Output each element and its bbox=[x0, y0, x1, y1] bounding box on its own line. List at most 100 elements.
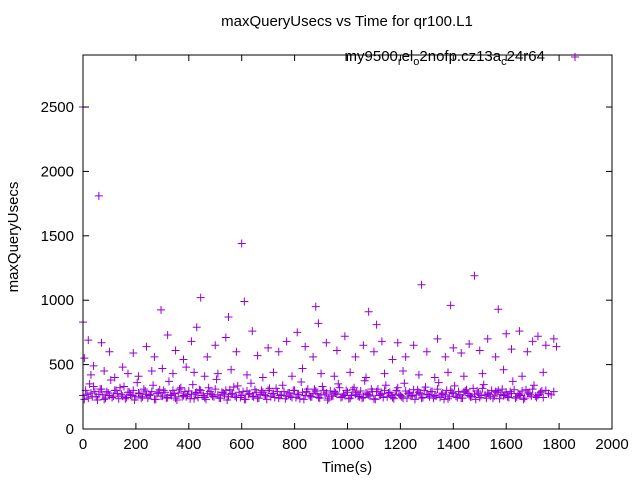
data-point bbox=[157, 392, 166, 401]
data-point bbox=[360, 376, 369, 385]
data-point bbox=[86, 388, 95, 397]
data-point bbox=[307, 392, 316, 401]
data-point bbox=[298, 364, 307, 373]
data-point bbox=[310, 385, 319, 394]
legend-marker bbox=[571, 53, 579, 61]
data-point bbox=[187, 390, 196, 399]
data-point bbox=[221, 333, 230, 342]
x-tick-label: 600 bbox=[229, 436, 254, 453]
data-point bbox=[433, 334, 442, 343]
legend-label-part: my9500 bbox=[345, 48, 398, 65]
data-point bbox=[134, 372, 143, 381]
data-point bbox=[470, 271, 479, 280]
data-point bbox=[322, 388, 331, 397]
data-point bbox=[541, 341, 550, 350]
data-point bbox=[447, 388, 456, 397]
data-point bbox=[469, 384, 478, 393]
data-point bbox=[233, 381, 242, 390]
data-point bbox=[138, 392, 147, 401]
data-point bbox=[119, 382, 128, 391]
data-point bbox=[196, 386, 205, 395]
data-point bbox=[182, 363, 191, 372]
data-point bbox=[314, 319, 323, 328]
data-point bbox=[133, 378, 142, 387]
data-point bbox=[321, 390, 330, 399]
x-tick-label: 1600 bbox=[490, 436, 523, 453]
data-point bbox=[425, 392, 434, 401]
data-point bbox=[252, 388, 261, 397]
data-point bbox=[86, 370, 95, 379]
data-point bbox=[239, 387, 248, 396]
data-point bbox=[346, 368, 355, 377]
data-point bbox=[389, 394, 398, 403]
data-point bbox=[466, 392, 475, 401]
data-point bbox=[293, 328, 302, 337]
data-point bbox=[241, 395, 250, 404]
data-point bbox=[529, 381, 538, 390]
data-point bbox=[163, 330, 172, 339]
x-tick-label: 1000 bbox=[331, 436, 364, 453]
data-point bbox=[254, 394, 263, 403]
data-point bbox=[223, 396, 232, 405]
data-point bbox=[192, 323, 201, 332]
data-point bbox=[257, 386, 266, 395]
data-point bbox=[549, 334, 558, 343]
chart-title: maxQueryUsecs vs Time for qr100.L1 bbox=[221, 13, 473, 30]
data-point bbox=[549, 387, 558, 396]
data-point bbox=[84, 336, 93, 345]
data-point bbox=[418, 393, 427, 402]
data-point bbox=[159, 386, 168, 395]
data-point bbox=[201, 395, 210, 404]
data-point bbox=[295, 394, 304, 403]
data-point bbox=[162, 394, 171, 403]
x-tick-label: 800 bbox=[282, 436, 307, 453]
data-point bbox=[385, 388, 394, 397]
data-point bbox=[478, 369, 487, 378]
data-point bbox=[368, 387, 377, 396]
x-tick-label: 1800 bbox=[542, 436, 575, 453]
data-point bbox=[359, 393, 368, 402]
data-point bbox=[379, 393, 388, 402]
data-point bbox=[200, 372, 209, 381]
data-point bbox=[130, 396, 139, 405]
data-point bbox=[123, 369, 132, 378]
data-point bbox=[318, 382, 327, 391]
data-point bbox=[100, 395, 109, 404]
y-tick-label: 500 bbox=[49, 357, 74, 374]
data-point bbox=[401, 352, 410, 361]
data-point bbox=[414, 370, 423, 379]
data-point bbox=[194, 393, 203, 402]
data-point bbox=[393, 338, 402, 347]
data-point bbox=[511, 394, 520, 403]
data-point bbox=[335, 383, 344, 392]
data-point bbox=[352, 388, 361, 397]
x-axis-label: Time(s) bbox=[322, 459, 372, 476]
data-point bbox=[528, 337, 537, 346]
data-point bbox=[433, 385, 442, 394]
data-point bbox=[84, 394, 93, 403]
x-tick-label: 0 bbox=[79, 436, 87, 453]
data-point bbox=[89, 361, 98, 370]
data-point bbox=[164, 377, 173, 386]
data-point bbox=[445, 392, 454, 401]
data-point bbox=[240, 297, 249, 306]
data-point bbox=[236, 393, 245, 402]
data-point bbox=[510, 385, 519, 394]
data-point bbox=[187, 337, 196, 346]
data-point bbox=[104, 388, 113, 397]
data-point bbox=[80, 395, 89, 404]
data-point bbox=[88, 392, 97, 401]
data-point bbox=[114, 394, 123, 403]
data-point bbox=[492, 388, 501, 397]
data-point bbox=[170, 389, 179, 398]
data-point bbox=[430, 373, 439, 382]
data-points bbox=[79, 103, 561, 405]
data-point bbox=[168, 386, 177, 395]
data-point bbox=[118, 363, 127, 372]
legend-label-part: r bbox=[398, 56, 402, 68]
data-point bbox=[313, 389, 322, 398]
data-point bbox=[112, 386, 121, 395]
data-point bbox=[186, 394, 195, 403]
data-point bbox=[211, 341, 220, 350]
data-point bbox=[82, 390, 91, 399]
